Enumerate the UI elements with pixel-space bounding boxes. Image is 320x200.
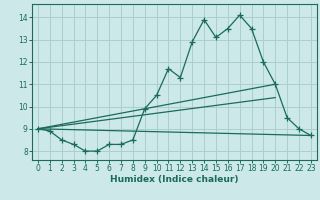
X-axis label: Humidex (Indice chaleur): Humidex (Indice chaleur): [110, 175, 239, 184]
